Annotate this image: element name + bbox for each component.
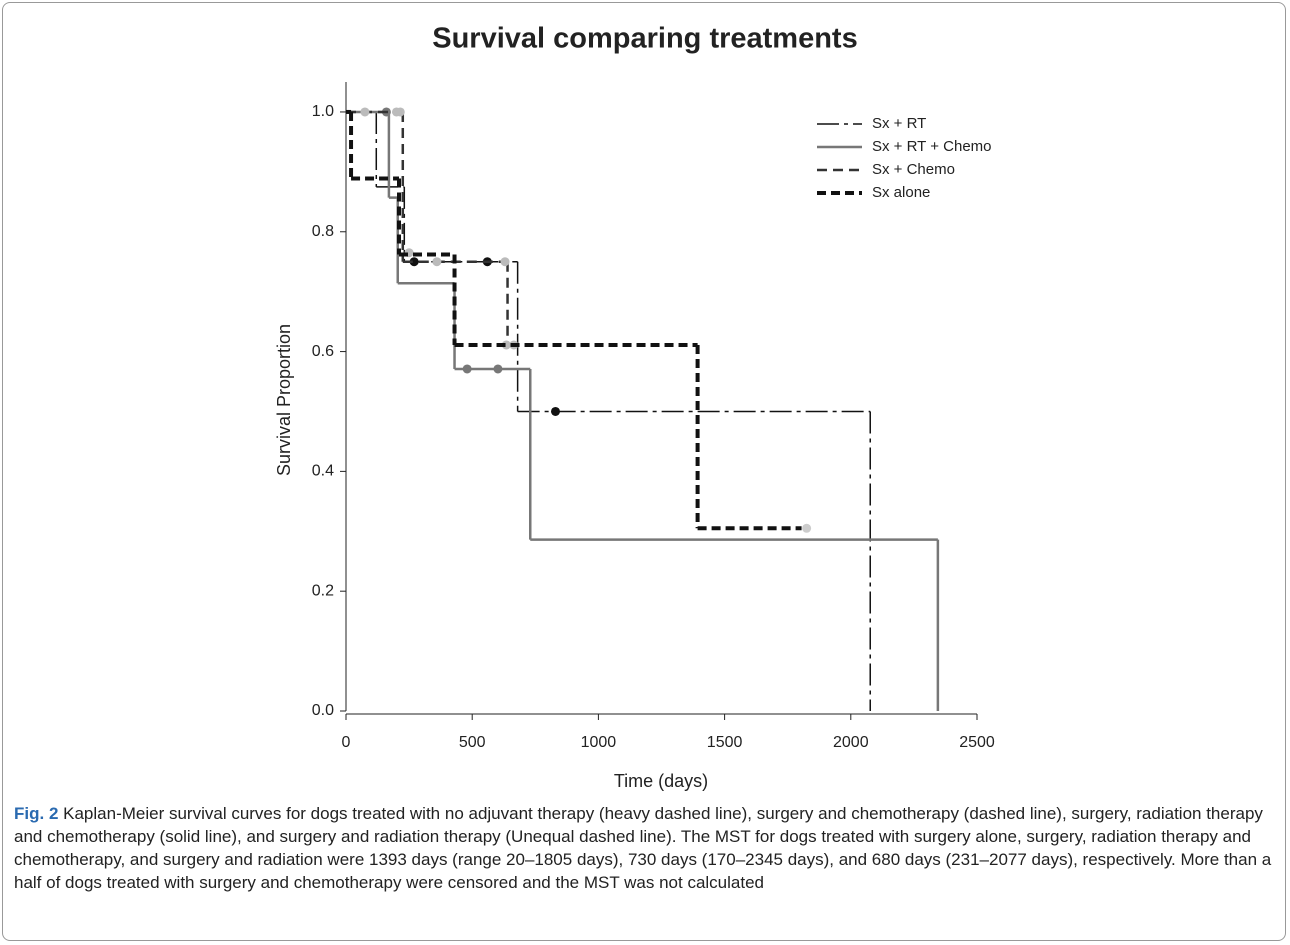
x-tick-label: 1500 xyxy=(707,734,743,751)
censor-mark xyxy=(501,340,511,350)
chart-title: Survival comparing treatments xyxy=(432,23,857,55)
y-axis-label: Survival Proportion xyxy=(274,324,294,476)
caption-label: Fig. 2 xyxy=(14,804,59,823)
caption: Fig. 2 Kaplan-Meier survival curves for … xyxy=(14,802,1276,894)
x-tick-label: 0 xyxy=(342,734,351,751)
chart: Survival comparing treatments Time (days… xyxy=(274,23,995,791)
legend-label: Sx + RT + Chemo xyxy=(872,138,992,155)
y-tick-label: 1.0 xyxy=(312,103,334,120)
caption-text: Kaplan-Meier survival curves for dogs tr… xyxy=(14,804,1272,892)
x-tick-label: 500 xyxy=(459,734,486,751)
censor-mark xyxy=(432,257,442,267)
x-tick-label: 1000 xyxy=(581,734,617,751)
censor-mark xyxy=(550,406,560,416)
y-tick-label: 0.6 xyxy=(312,343,334,360)
censor-mark xyxy=(395,107,405,117)
y-tick-label: 0.0 xyxy=(312,702,334,719)
censor-mark xyxy=(462,364,472,374)
censor-mark xyxy=(493,364,503,374)
y-tick-label: 0.8 xyxy=(312,223,334,240)
legend-label: Sx + Chemo xyxy=(872,161,955,178)
censor-mark xyxy=(802,523,812,533)
y-tick-label: 0.2 xyxy=(312,582,334,599)
y-tick-label: 0.4 xyxy=(312,463,334,480)
censor-mark xyxy=(500,257,510,267)
legend-label: Sx + RT xyxy=(872,115,926,132)
censor-mark xyxy=(409,257,419,267)
censor-mark xyxy=(360,107,370,117)
x-axis-label: Time (days) xyxy=(614,771,708,791)
legend-label: Sx alone xyxy=(872,184,930,201)
x-tick-label: 2500 xyxy=(959,734,995,751)
x-tick-label: 2000 xyxy=(833,734,869,751)
